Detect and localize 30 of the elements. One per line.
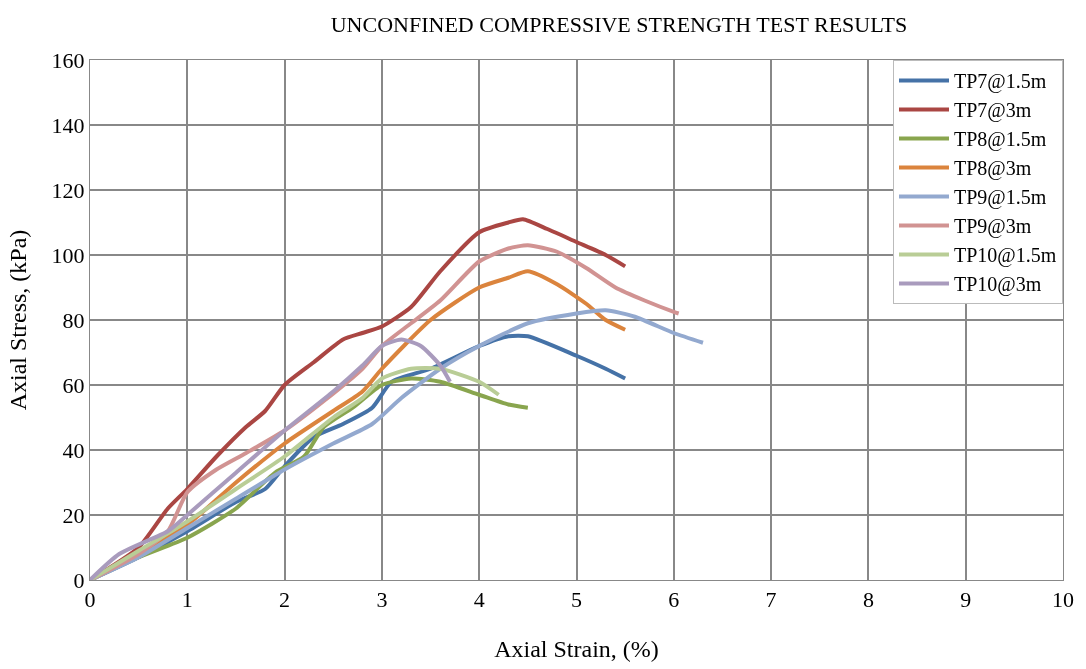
y-axis-title: Axial Stress, (kPa) (4, 229, 31, 411)
chart-title: UNCONFINED COMPRESSIVE STRENGTH TEST RESULTS (330, 12, 908, 38)
y-tick-label: 40 (62, 437, 85, 463)
legend-label: TP9@3m (954, 215, 1032, 239)
legend-label: TP8@3m (954, 157, 1032, 181)
x-axis-title: Axial Strain, (%) (494, 635, 659, 662)
legend-label: TP10@1.5m (954, 244, 1057, 268)
y-tick-label: 120 (51, 177, 85, 203)
legend-label: TP7@1.5m (954, 70, 1047, 94)
y-tick-label: 20 (62, 502, 85, 528)
legend-label: TP10@3m (954, 273, 1042, 297)
legend-label: TP8@1.5m (954, 128, 1047, 152)
x-tick-label: 4 (473, 587, 485, 613)
y-tick-label: 80 (62, 307, 85, 333)
y-tick-label: 0 (73, 567, 85, 593)
x-tick-label: 1 (181, 587, 193, 613)
x-tick-label: 10 (1052, 587, 1074, 613)
y-tick-label: 60 (62, 372, 85, 398)
legend-label: TP9@1.5m (954, 186, 1047, 210)
y-tick-label: 100 (51, 242, 85, 268)
x-tick-label: 9 (960, 587, 972, 613)
x-tick-label: 7 (765, 587, 777, 613)
legend-label: TP7@3m (954, 99, 1032, 123)
y-tick-label: 140 (51, 112, 85, 138)
x-tick-label: 2 (279, 587, 291, 613)
x-tick-label: 8 (862, 587, 874, 613)
x-tick-label: 6 (668, 587, 680, 613)
x-tick-label: 3 (376, 587, 388, 613)
x-tick-label: 5 (571, 587, 582, 613)
y-tick-label: 160 (51, 47, 85, 73)
